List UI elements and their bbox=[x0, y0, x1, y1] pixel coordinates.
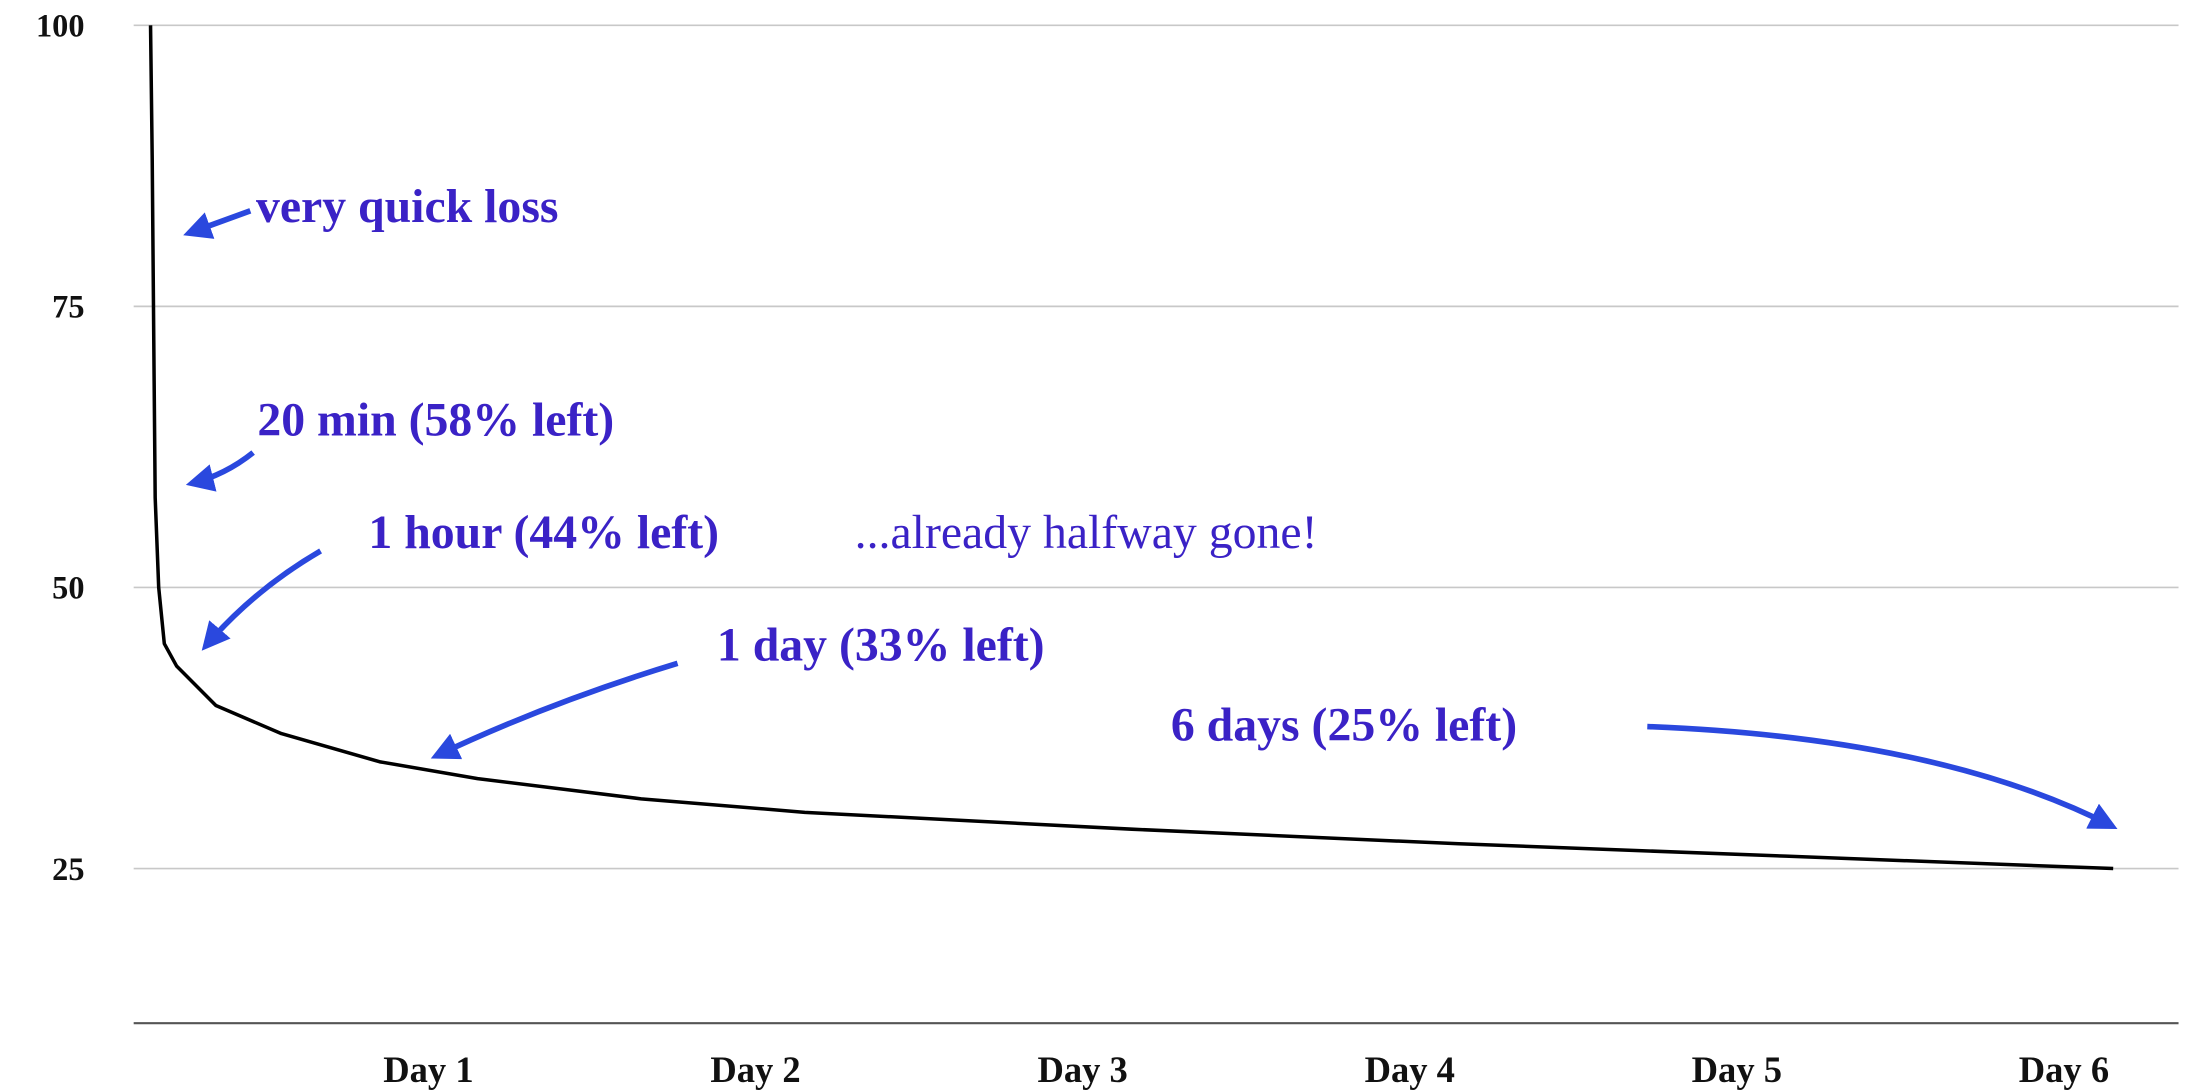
arrow bbox=[201, 548, 323, 651]
plot: 25 50 75 100 Day 1 Day 2 Day 3 Day 4 Day 5 Day 6 bbox=[36, 8, 2179, 1090]
arrow bbox=[430, 660, 679, 760]
annotation: very quick loss bbox=[256, 180, 559, 233]
annotation: 20 min (58% left) bbox=[257, 394, 614, 447]
line bbox=[148, 25, 2114, 871]
y-tick-label: 25 bbox=[52, 851, 84, 887]
x-tick-label: Day 6 bbox=[2019, 1049, 2109, 1090]
y-tick-label: 75 bbox=[52, 289, 84, 325]
arrow bbox=[1647, 723, 2118, 829]
annotation: 1 day (33% left) bbox=[717, 619, 1045, 672]
annotation: ...already halfway gone! bbox=[855, 506, 1318, 559]
annotation: 1 hour (44% left) bbox=[368, 506, 719, 559]
arrow bbox=[185, 450, 255, 492]
x-tick-label: Day 2 bbox=[710, 1049, 800, 1090]
y-tick-label: 100 bbox=[36, 8, 84, 44]
arrows bbox=[183, 208, 2118, 829]
x-tick-label: Day 1 bbox=[383, 1049, 473, 1090]
arrow bbox=[183, 208, 252, 239]
annotation: 6 days (25% left) bbox=[1171, 699, 1517, 752]
y-tick-label: 50 bbox=[52, 570, 84, 606]
x-tick-label: Day 5 bbox=[1692, 1049, 1782, 1090]
x-tick-label: Day 3 bbox=[1037, 1049, 1127, 1090]
x-tick-label: Day 4 bbox=[1365, 1049, 1455, 1090]
